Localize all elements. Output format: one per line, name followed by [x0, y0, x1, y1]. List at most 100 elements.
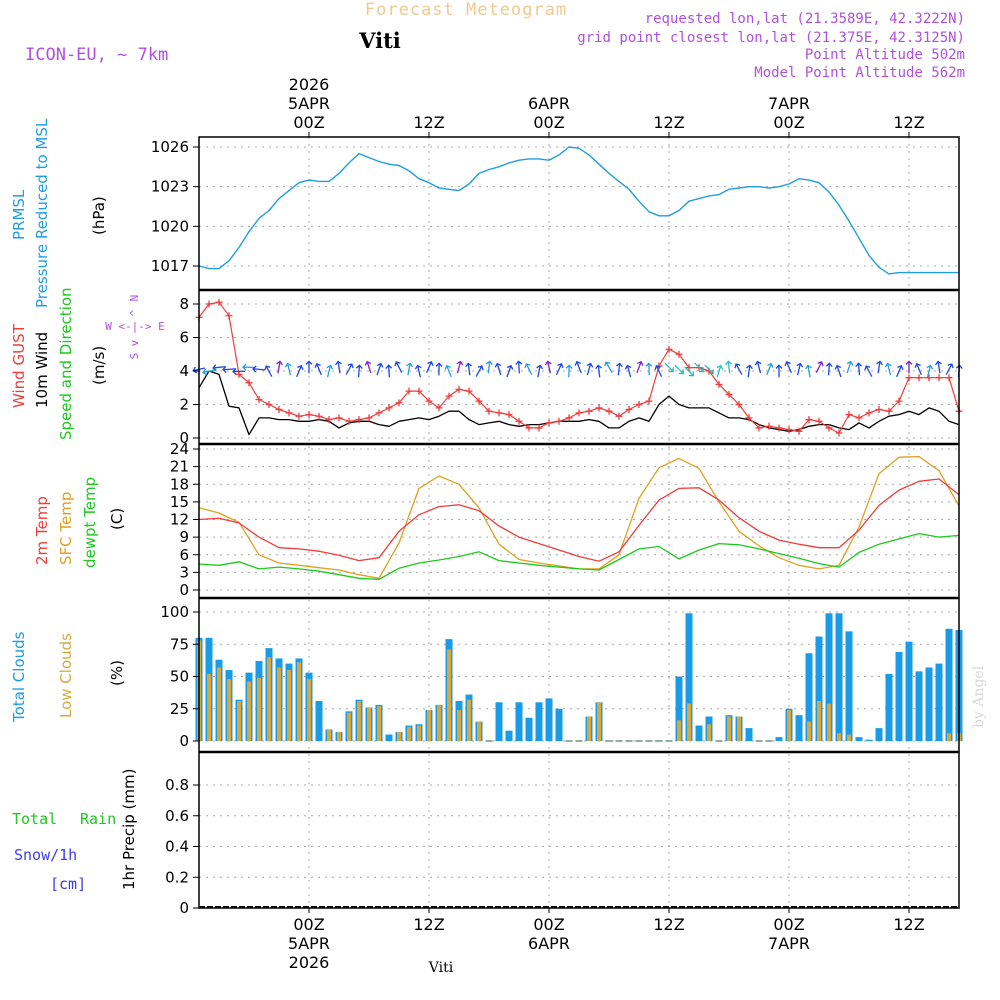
wind-direction-arrow	[855, 362, 863, 376]
axis-layer: 1017102010231026024680369121518212402550…	[151, 75, 925, 972]
low-cloud-bar	[677, 720, 681, 741]
time-label-top: 12Z	[653, 113, 684, 132]
gust-marker	[515, 417, 523, 425]
gust-marker	[525, 424, 533, 432]
ytick-label: 4	[179, 362, 189, 380]
ytick-label: 0	[179, 732, 189, 750]
wind-direction-arrow	[615, 362, 623, 376]
wind-direction-arrow	[574, 360, 582, 374]
total-cloud-bar	[885, 673, 893, 741]
precip-snow-label: Snow/1h	[14, 846, 77, 864]
wind-arrow-shape	[444, 364, 452, 378]
wind-direction-arrow	[394, 361, 403, 373]
wind-direction-arrow	[435, 362, 443, 376]
gust-marker	[225, 312, 233, 320]
gust-marker	[895, 397, 903, 405]
gust-marker	[255, 395, 263, 403]
low-cloud-bar	[227, 679, 231, 741]
grid-layer	[199, 137, 959, 909]
gust-marker	[295, 412, 303, 420]
total-cloud-bar	[505, 730, 513, 741]
total-cloud-bar	[685, 613, 693, 741]
gust-marker	[505, 411, 513, 419]
ytick-label: 3	[179, 563, 189, 581]
low-cloud-bar	[847, 734, 851, 741]
wind-direction-arrow	[544, 360, 552, 374]
ytick-label: 21	[170, 458, 189, 476]
wind-arrow-shape	[734, 363, 743, 375]
wind-arrow-shape	[775, 364, 783, 378]
low-cloud-bar	[407, 726, 411, 741]
wind-direction-arrow	[444, 364, 452, 378]
wind-arrow-shape	[624, 364, 632, 378]
ytick-label: 0.2	[165, 868, 189, 886]
low-cloud-label: Low Clouds	[57, 633, 75, 718]
gust-marker	[675, 350, 683, 358]
total-cloud-bar	[865, 739, 873, 741]
wind-arrow-shape	[232, 367, 246, 375]
total-cloud-bar	[315, 701, 323, 741]
gust-marker	[385, 404, 393, 412]
ytick-label: 50	[170, 668, 189, 686]
compass-icon: N ^ W <-|-> E v S	[105, 295, 165, 360]
gust-marker	[595, 404, 603, 412]
total-cloud-bar	[515, 702, 523, 741]
wind-direction-arrow	[876, 360, 883, 374]
cloud-unit: (%)	[108, 660, 126, 686]
wind-direction-arrow	[914, 362, 922, 376]
gust-marker	[475, 397, 483, 405]
low-cloud-bar	[727, 716, 731, 741]
wind-direction-arrow	[364, 360, 372, 374]
gust-marker	[805, 416, 813, 424]
gust-marker	[285, 409, 293, 417]
wind-direction-arrow	[754, 360, 762, 374]
model-altitude: Model Point Altitude 562m	[754, 65, 965, 81]
wind-direction-arrow	[494, 362, 502, 376]
low-cloud-bar	[947, 733, 951, 741]
wind-direction-arrow	[645, 362, 653, 376]
gust-marker	[335, 414, 343, 422]
wind-direction-arrow	[796, 362, 804, 376]
wind-arrow-shape	[654, 365, 663, 378]
total-cloud-bar	[495, 702, 503, 741]
wind-direction-arrow	[815, 361, 824, 373]
gust-marker	[815, 417, 823, 425]
wind-direction-arrow	[276, 360, 283, 374]
wind-direction-arrow	[595, 364, 603, 378]
ytick-label: 0.8	[165, 776, 189, 794]
gust-marker	[575, 409, 583, 417]
wind-direction-arrow	[725, 360, 733, 374]
ytick-label: 8	[179, 295, 189, 313]
ytick-label: 0	[179, 899, 189, 917]
location-title: Viti	[358, 28, 401, 53]
wind-arrow-shape	[242, 363, 256, 371]
wind-arrow-shape	[855, 362, 863, 376]
wind-direction-arrow	[475, 365, 484, 377]
wind-arrow-shape	[884, 362, 892, 376]
chart-title: Forecast Meteogram	[365, 0, 567, 20]
gust-marker	[865, 409, 873, 417]
wind-arrow-shape	[716, 364, 724, 378]
gust-marker	[845, 411, 853, 419]
wind-arrow-shape	[834, 364, 842, 378]
wind-direction-arrow	[586, 362, 594, 376]
wind-direction-arrow	[864, 365, 873, 377]
wind-direction-arrow	[406, 362, 414, 376]
gust-marker	[645, 397, 653, 405]
total-cloud-bar	[945, 628, 953, 741]
total-cloud-bar	[905, 641, 913, 741]
time-label-top: 12Z	[413, 113, 444, 132]
gust-marker	[785, 426, 793, 434]
wind-arrow-shape	[896, 364, 904, 378]
wind-arrow-shape	[465, 362, 472, 376]
time-label-bottom: 00Z	[773, 915, 804, 934]
wind-direction-arrow	[456, 360, 464, 374]
low-cloud-bar	[347, 712, 351, 741]
gust-marker	[495, 409, 503, 417]
precip-total-label: Total	[12, 810, 57, 828]
total-cloud-bar	[935, 663, 943, 741]
gust-marker	[925, 374, 933, 382]
gust-marker	[945, 374, 953, 382]
time-label-bottom: 7APR	[768, 934, 810, 953]
gust-marker	[405, 387, 413, 395]
